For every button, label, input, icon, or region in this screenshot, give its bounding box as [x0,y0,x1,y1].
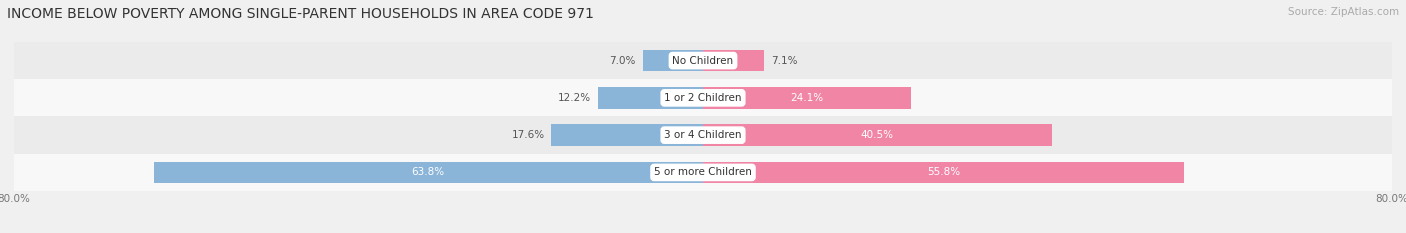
Bar [703,124,1052,146]
Text: 5 or more Children: 5 or more Children [654,168,752,177]
Text: 12.2%: 12.2% [558,93,591,103]
Bar [14,42,1392,79]
Text: 24.1%: 24.1% [790,93,824,103]
Bar [14,79,1392,116]
Bar [598,87,703,109]
Text: 40.5%: 40.5% [860,130,894,140]
Text: 3 or 4 Children: 3 or 4 Children [664,130,742,140]
Bar [643,50,703,71]
Text: INCOME BELOW POVERTY AMONG SINGLE-PARENT HOUSEHOLDS IN AREA CODE 971: INCOME BELOW POVERTY AMONG SINGLE-PARENT… [7,7,593,21]
Text: 63.8%: 63.8% [412,168,444,177]
Text: 55.8%: 55.8% [927,168,960,177]
Text: 1 or 2 Children: 1 or 2 Children [664,93,742,103]
Bar [153,162,703,183]
Bar [703,162,1184,183]
Bar [551,124,703,146]
Bar [703,87,911,109]
Text: No Children: No Children [672,56,734,65]
Bar [703,50,763,71]
Text: 7.0%: 7.0% [609,56,636,65]
Text: 17.6%: 17.6% [512,130,544,140]
Bar [14,116,1392,154]
Text: Source: ZipAtlas.com: Source: ZipAtlas.com [1288,7,1399,17]
Text: 7.1%: 7.1% [770,56,797,65]
Bar [14,154,1392,191]
